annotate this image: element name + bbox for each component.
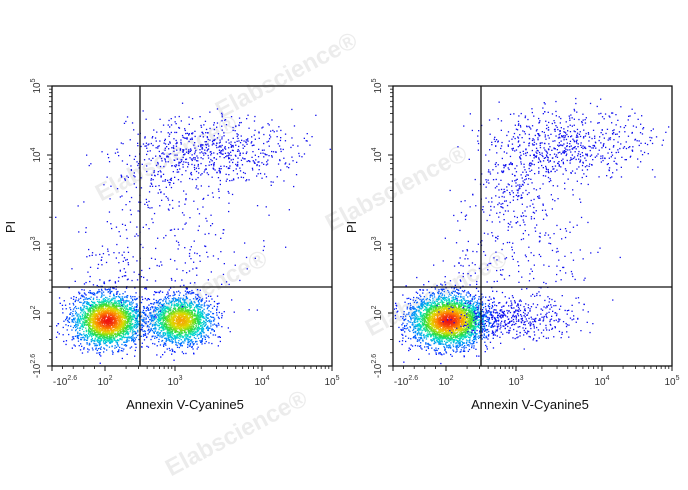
x-tick-label: 102 xyxy=(97,375,112,388)
y-tick-label: 105 xyxy=(371,78,384,93)
x-tick-label: 103 xyxy=(508,375,523,388)
y-axis-title: PI xyxy=(344,221,359,233)
x-tick-label: 103 xyxy=(167,375,182,388)
x-tick-label: 105 xyxy=(664,375,679,388)
x-axis-title: Annexin V-Cyanine5 xyxy=(471,397,589,412)
x-axis-title: Annexin V-Cyanine5 xyxy=(126,397,244,412)
x-tick-label: -102.6 xyxy=(53,375,77,388)
watermark-text: Elabscience® xyxy=(121,245,272,342)
plot-frame xyxy=(392,85,673,367)
x-tick-label: 104 xyxy=(594,375,609,388)
watermark-text: Elabscience® xyxy=(211,27,362,124)
watermark-layer: Elabscience®Elabscience®Elabscience®Elab… xyxy=(91,27,512,482)
watermark-text: Elabscience® xyxy=(91,110,242,207)
y-tick-label: -102.6 xyxy=(30,354,43,378)
x-tick-label: 105 xyxy=(324,375,339,388)
scatter-points xyxy=(55,102,331,364)
scatter-plot-left: -102.6 102 103 104 105 105 104 103 102 -102.6 Ann… xyxy=(3,78,340,412)
y-tick-label: 102 xyxy=(30,305,43,320)
x-tick-label: -102.6 xyxy=(394,375,418,388)
x-tick-label: 104 xyxy=(254,375,269,388)
x-tick-label: 102 xyxy=(438,375,453,388)
y-tick-label: -102.6 xyxy=(371,354,384,378)
y-tick-label: 104 xyxy=(371,147,384,162)
plot-frame xyxy=(51,85,333,367)
y-tick-label: 103 xyxy=(371,236,384,251)
y-tick-label: 105 xyxy=(30,78,43,93)
plot-axes: -102.6 102 103 104 105 105 104 103 102 -102.6 xyxy=(30,78,340,388)
y-tick-label: 104 xyxy=(30,147,43,162)
scatter-points xyxy=(394,97,670,365)
y-axis-title: PI xyxy=(3,221,18,233)
y-tick-label: 103 xyxy=(30,236,43,251)
